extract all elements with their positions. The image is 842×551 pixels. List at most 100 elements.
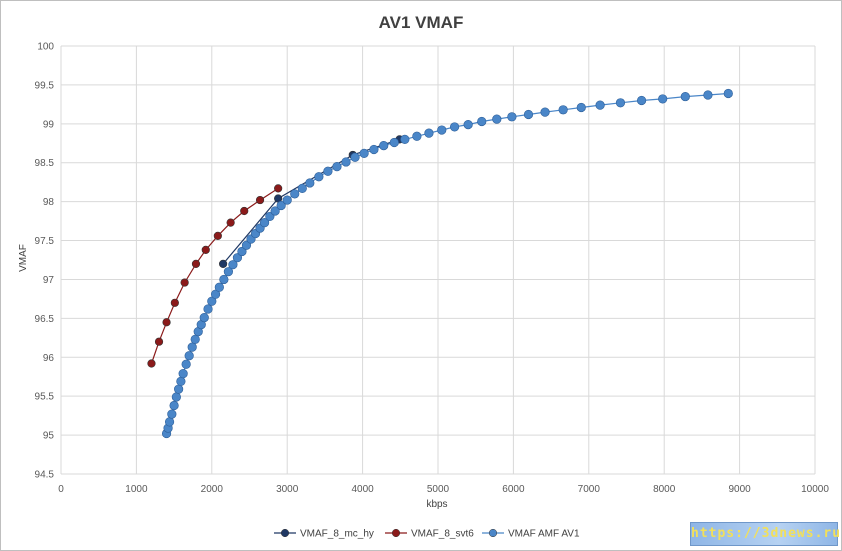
data-point-s1 (274, 184, 283, 193)
data-point-s2 (305, 178, 315, 188)
data-point-s2 (167, 409, 177, 419)
data-point-s1 (191, 259, 201, 268)
data-point-s2 (187, 342, 197, 352)
data-point-s2 (199, 312, 209, 323)
data-point-s2 (703, 90, 713, 100)
data-point-s2 (270, 206, 280, 216)
x-tick-label: 2000 (201, 484, 224, 495)
data-point-s2 (424, 128, 434, 138)
data-point-s2 (203, 304, 213, 314)
data-point-s2 (379, 141, 389, 151)
gridlines (60, 45, 816, 475)
x-tick-label: 4000 (351, 484, 374, 495)
data-point-s1 (213, 231, 222, 240)
data-point-s1 (154, 337, 164, 346)
data-point-s2 (449, 122, 460, 132)
y-tick-label: 100 (37, 42, 54, 53)
data-point-s1 (201, 245, 210, 254)
data-point-s2 (680, 91, 690, 102)
x-tick-label: 3000 (276, 484, 299, 495)
data-point-s2 (437, 125, 447, 135)
data-point-s1 (255, 195, 265, 205)
legend-marker-2 (488, 528, 498, 538)
y-tick-label: 95.5 (35, 392, 55, 403)
data-point-s1 (162, 318, 171, 327)
series-line-2 (166, 92, 729, 434)
data-point-s2 (164, 417, 175, 427)
legend-label-1: VMAF_8_svt6 (411, 529, 474, 540)
y-tick-label: 97.5 (35, 236, 55, 247)
data-point-s2 (181, 359, 191, 369)
data-point-s2 (184, 351, 194, 361)
data-point-s2 (223, 267, 233, 277)
data-point-s0 (219, 259, 228, 268)
data-point-s2 (389, 137, 399, 148)
data-point-s2 (332, 162, 342, 172)
legend-label-2: VMAF AMF AV1 (508, 529, 580, 540)
data-point-s2 (237, 246, 247, 257)
y-tick-label: 94.5 (35, 470, 55, 481)
data-point-s2 (523, 109, 534, 120)
x-tick-label: 8000 (653, 484, 676, 495)
series-line-1 (150, 187, 279, 364)
data-point-s2 (323, 166, 333, 176)
data-point-s2 (232, 253, 243, 263)
data-point-s2 (210, 289, 221, 299)
data-point-s2 (576, 102, 586, 113)
data-point-s2 (558, 105, 568, 115)
x-tick-label: 1000 (125, 484, 148, 495)
legend: VMAF_8_mc_hy VMAF_8_svt6 VMAF AMF AV1 (274, 529, 580, 540)
data-point-s2 (723, 88, 733, 99)
data-point-s2 (276, 200, 286, 211)
data-point-s2 (207, 296, 217, 306)
data-point-s2 (169, 400, 179, 411)
data-point-s2 (341, 157, 351, 167)
data-point-s1 (170, 298, 179, 307)
data-point-s2 (595, 100, 605, 110)
data-point-s1 (240, 206, 249, 216)
data-point-s2 (359, 148, 369, 158)
data-point-s2 (174, 384, 184, 394)
data-point-s2 (176, 376, 186, 386)
y-tick-label: 96.5 (35, 314, 55, 325)
chart-title: AV1 VMAF (379, 13, 464, 32)
data-point-s1 (226, 218, 235, 227)
x-tick-label: 0 (58, 484, 64, 495)
data-point-s2 (369, 144, 379, 155)
data-point-s2 (228, 260, 238, 270)
y-tick-label: 98 (43, 197, 55, 208)
y-tick-label: 96 (43, 353, 55, 364)
series-layer (147, 88, 733, 439)
data-point-s1 (180, 278, 189, 287)
x-tick-label: 10000 (801, 484, 829, 495)
data-point-s2 (412, 131, 422, 141)
data-point-s2 (314, 172, 324, 182)
data-point-s2 (492, 114, 502, 124)
y-tick-label: 97 (43, 275, 55, 286)
x-tick-label: 6000 (502, 484, 525, 495)
data-point-s2 (178, 369, 188, 379)
data-point-s2 (290, 189, 300, 199)
y-tick-label: 99.5 (35, 80, 55, 91)
data-point-s2 (282, 195, 292, 205)
legend-marker-1 (391, 528, 401, 538)
y-tick-label: 98.5 (35, 158, 55, 169)
y-tick-label: 95 (43, 431, 55, 442)
data-point-s2 (219, 274, 229, 285)
data-point-s2 (190, 334, 200, 344)
data-point-s2 (297, 183, 307, 194)
data-point-s2 (463, 119, 473, 130)
data-point-s2 (477, 116, 487, 127)
data-point-s1 (147, 359, 156, 368)
x-tick-label: 5000 (427, 484, 450, 495)
data-point-s2 (214, 282, 224, 292)
data-point-s2 (400, 134, 410, 144)
data-point-s2 (241, 240, 252, 250)
data-point-s2 (259, 218, 270, 228)
data-point-s2 (658, 94, 668, 104)
x-axis-label: kbps (426, 499, 447, 510)
y-axis-label: VMAF (18, 244, 29, 272)
